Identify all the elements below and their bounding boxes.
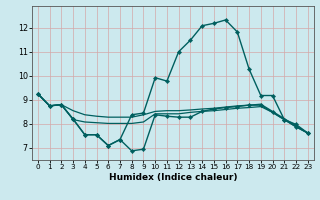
X-axis label: Humidex (Indice chaleur): Humidex (Indice chaleur) (108, 173, 237, 182)
